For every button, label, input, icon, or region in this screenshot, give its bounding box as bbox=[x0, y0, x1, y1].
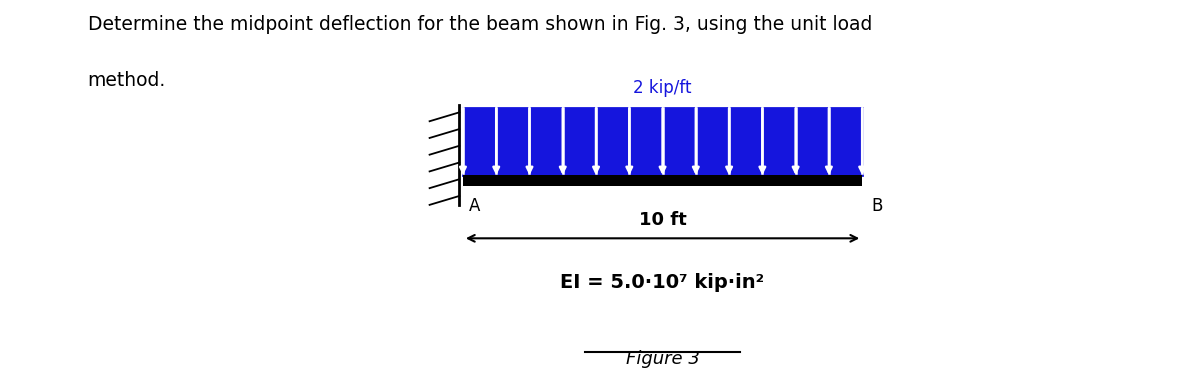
Text: 10 ft: 10 ft bbox=[638, 211, 686, 229]
Bar bbox=[463, 175, 862, 186]
Text: Determine the midpoint deflection for the beam shown in Fig. 3, using the unit l: Determine the midpoint deflection for th… bbox=[88, 15, 872, 34]
Text: 2 kip/ft: 2 kip/ft bbox=[634, 79, 692, 97]
Text: A: A bbox=[469, 198, 480, 215]
Text: Figure 3: Figure 3 bbox=[625, 350, 700, 368]
Text: method.: method. bbox=[88, 71, 166, 90]
Text: B: B bbox=[871, 198, 883, 215]
Text: EI = 5.0·10⁷ kip·in²: EI = 5.0·10⁷ kip·in² bbox=[560, 274, 764, 293]
Bar bbox=[463, 108, 862, 175]
